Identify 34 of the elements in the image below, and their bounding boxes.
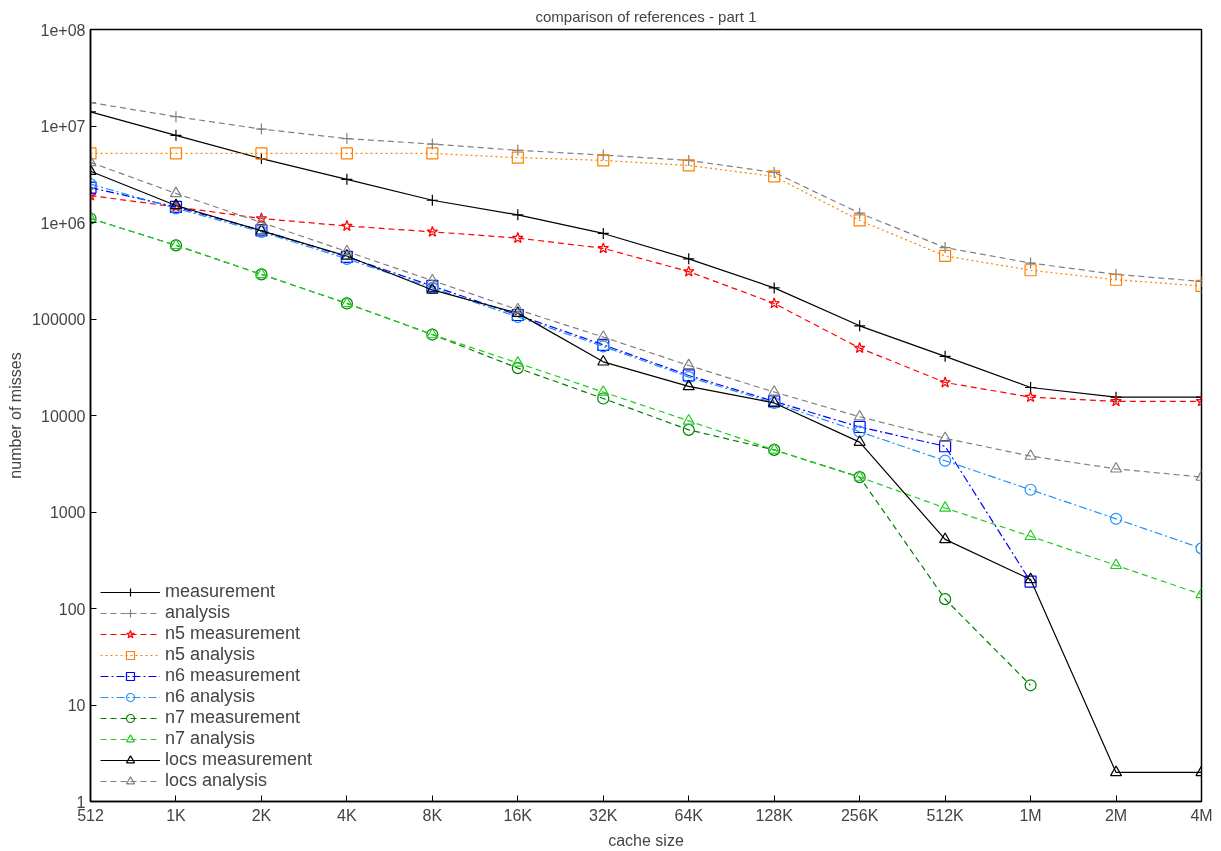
legend-label: locs measurement (165, 749, 313, 770)
chart-title: comparison of references - part 1 (535, 7, 757, 25)
x-tick-label: 512K (926, 806, 965, 824)
x-tick-label: 128K (755, 806, 794, 824)
x-tick-label: 16K (503, 806, 533, 824)
y-tick-label: 1e+06 (40, 214, 86, 232)
legend-label: analysis (165, 602, 231, 623)
legend-label: n5 measurement (165, 623, 301, 644)
x-tick-label: 1K (166, 806, 187, 824)
y-tick-label: 1e+07 (40, 118, 86, 135)
y-tick-label: 100 (58, 600, 86, 618)
y-tick-label: 10 (67, 697, 86, 714)
legend-label: locs analysis (165, 770, 268, 791)
x-tick-label: 2K (251, 806, 272, 824)
x-tick-label: 1M (1019, 806, 1042, 824)
x-tick-label: 8K (422, 806, 443, 824)
x-tick-label: 2M (1104, 806, 1128, 824)
legend-label: measurement (165, 581, 276, 602)
y-tick-label: 1e+08 (40, 21, 86, 39)
x-tick-label: 4M (1190, 806, 1213, 824)
x-tick-label: 32K (589, 806, 618, 824)
x-axis-title: cache size (608, 831, 684, 849)
x-tick-label: 4K (337, 806, 357, 824)
x-tick-label: 256K (840, 806, 879, 824)
legend-label: n6 measurement (165, 665, 301, 686)
y-tick-label: 1000 (49, 504, 86, 521)
x-tick-label: 64K (674, 806, 704, 824)
legend-label: n6 analysis (165, 686, 256, 707)
y-axis-title: number of misses (7, 352, 25, 479)
legend-label: n7 analysis (165, 728, 256, 749)
y-tick-label: 100000 (32, 311, 86, 328)
legend-label: n5 analysis (165, 644, 256, 665)
y-tick-label: 10000 (41, 407, 86, 425)
legend-label: n7 measurement (165, 707, 301, 728)
